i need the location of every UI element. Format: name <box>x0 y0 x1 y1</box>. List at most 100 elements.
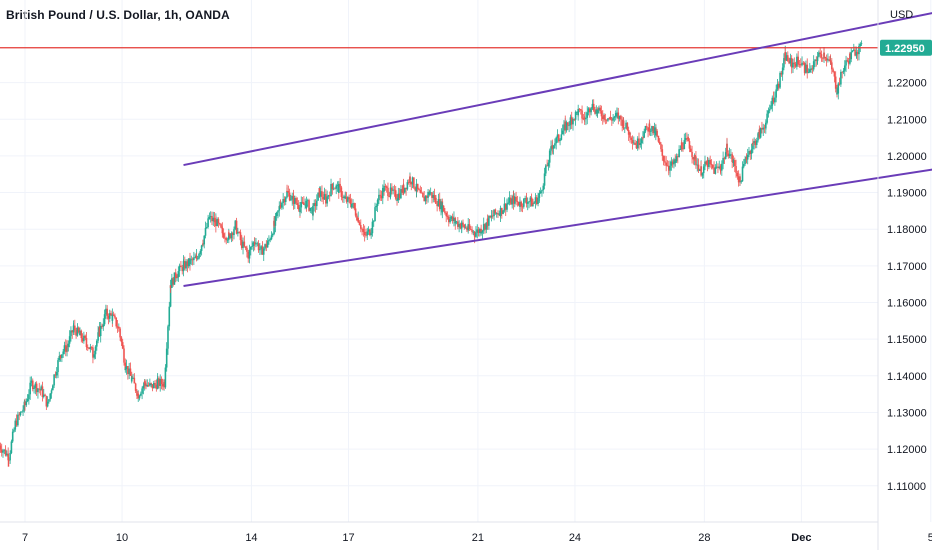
candle-body <box>513 196 516 204</box>
candle-body <box>252 242 255 247</box>
candle-body <box>752 142 754 150</box>
candle <box>414 186 416 192</box>
candle-body <box>180 265 182 268</box>
candle <box>300 196 303 214</box>
candle <box>455 220 458 225</box>
candle-body <box>266 241 269 244</box>
candle <box>789 53 792 67</box>
candle-body <box>774 97 776 103</box>
candle <box>244 246 247 251</box>
candle <box>598 105 600 114</box>
candle <box>541 189 543 197</box>
time-axis: 7101417212428Dec5812 <box>0 521 932 544</box>
candle-body <box>687 137 689 142</box>
candle <box>90 346 93 351</box>
candle <box>741 161 744 182</box>
candle <box>494 208 497 215</box>
candle-body <box>97 332 99 341</box>
candle <box>748 146 750 158</box>
candle <box>99 321 102 343</box>
candle <box>238 230 240 234</box>
candle <box>193 251 195 266</box>
candle-body <box>184 261 186 269</box>
candle <box>783 53 785 71</box>
candle <box>643 128 645 139</box>
candle <box>616 107 618 118</box>
candle <box>396 198 398 202</box>
candle <box>463 223 466 230</box>
candle <box>520 200 523 212</box>
candle <box>560 128 563 141</box>
candle <box>679 145 682 151</box>
candle <box>380 190 383 201</box>
candle-body <box>172 278 174 285</box>
candle-body <box>710 163 713 165</box>
candle <box>406 179 409 191</box>
candle-body <box>305 200 308 208</box>
candle <box>111 308 114 324</box>
candle <box>695 151 697 169</box>
candle <box>391 183 393 195</box>
candle <box>590 108 592 115</box>
candle <box>347 195 349 208</box>
candle <box>169 279 172 308</box>
candle <box>2 448 4 458</box>
candle <box>50 388 53 399</box>
candle-body <box>539 191 542 194</box>
candle-body <box>182 263 185 272</box>
candle <box>165 342 168 372</box>
candle <box>563 120 565 136</box>
candle-body <box>626 122 629 130</box>
candle-body <box>174 272 177 279</box>
candle-body <box>649 130 652 132</box>
candle <box>213 212 216 227</box>
candle-body <box>392 189 394 191</box>
candle-body <box>856 52 859 55</box>
candle-body <box>228 232 230 240</box>
candle-body <box>608 118 611 120</box>
candle-body <box>322 197 325 200</box>
candle <box>803 70 806 76</box>
candle-body <box>834 76 837 89</box>
candle <box>529 195 532 207</box>
candle-body <box>257 243 260 251</box>
candle <box>561 124 564 135</box>
candle-body <box>344 197 347 199</box>
candle <box>81 333 84 344</box>
candle <box>721 160 723 176</box>
candle <box>145 379 147 390</box>
candle-body <box>464 227 467 229</box>
candle-body <box>445 212 447 217</box>
candle-body <box>526 202 529 204</box>
candle <box>824 56 827 62</box>
candle-body <box>827 59 829 61</box>
candle <box>609 110 612 121</box>
candle-body <box>384 186 387 187</box>
candle-body <box>295 198 297 204</box>
candle <box>304 198 306 210</box>
candle <box>696 158 699 172</box>
candle <box>142 382 145 395</box>
candle <box>535 195 538 206</box>
candle <box>438 192 441 212</box>
candle <box>299 202 301 216</box>
candle <box>709 155 711 168</box>
candle-body <box>614 113 617 117</box>
candle-body <box>242 241 244 248</box>
candle-body <box>331 183 334 186</box>
candle <box>358 220 361 226</box>
candle <box>57 357 59 379</box>
candle-body <box>807 72 810 73</box>
candle-body <box>482 224 485 231</box>
candle-body <box>243 241 246 247</box>
candle <box>103 309 106 327</box>
candle <box>344 191 347 200</box>
candle <box>733 157 736 173</box>
candle-body <box>819 52 821 55</box>
candle <box>15 414 18 427</box>
candle-body <box>370 233 372 235</box>
candle <box>831 58 833 74</box>
y-tick-label: 1.16000 <box>887 298 927 310</box>
candle-body <box>226 239 229 241</box>
